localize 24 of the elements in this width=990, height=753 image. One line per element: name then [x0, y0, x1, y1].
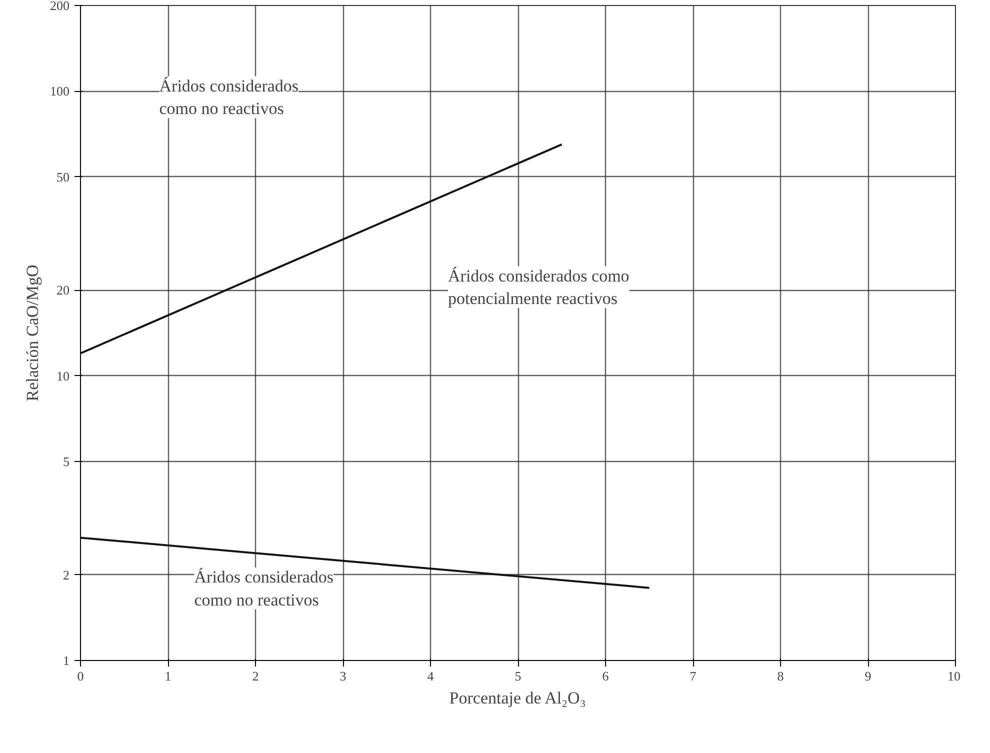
y-tick-label: 2: [63, 567, 70, 582]
x-axis-title: Porcentaje de Al₂O₃: [449, 688, 586, 708]
y-tick-label: 20: [56, 282, 70, 298]
annotation: Áridos considerados como no reactivos: [194, 568, 334, 610]
y-tick-label: 1: [63, 653, 70, 668]
x-tick-label: 1: [164, 668, 172, 684]
x-tick-label: 4: [427, 668, 434, 684]
y-tick-label: 200: [50, 0, 70, 13]
x-tick-label: 10: [948, 668, 960, 684]
x-tick-label: 7: [690, 668, 697, 684]
x-tick-label: 3: [340, 668, 346, 684]
y-tick-label: 50: [56, 169, 70, 184]
y-axis-title: Relación CaO/MgO: [23, 264, 42, 402]
x-tick-label: 5: [514, 668, 522, 684]
y-tick-label: 10: [56, 368, 70, 384]
y-tick-label: 100: [50, 84, 70, 99]
x-tick-label: 2: [252, 668, 259, 684]
annotation: Áridos considerados como potencialmente reactivos: [448, 266, 630, 308]
x-tick-label: 9: [864, 668, 872, 684]
x-tick-label: 6: [602, 668, 610, 684]
x-tick-label: 8: [777, 668, 784, 684]
y-tick-label: 5: [63, 454, 70, 470]
annotation: Áridos considerados como no reactivos: [159, 76, 299, 118]
x-tick-label: 0: [77, 668, 84, 684]
